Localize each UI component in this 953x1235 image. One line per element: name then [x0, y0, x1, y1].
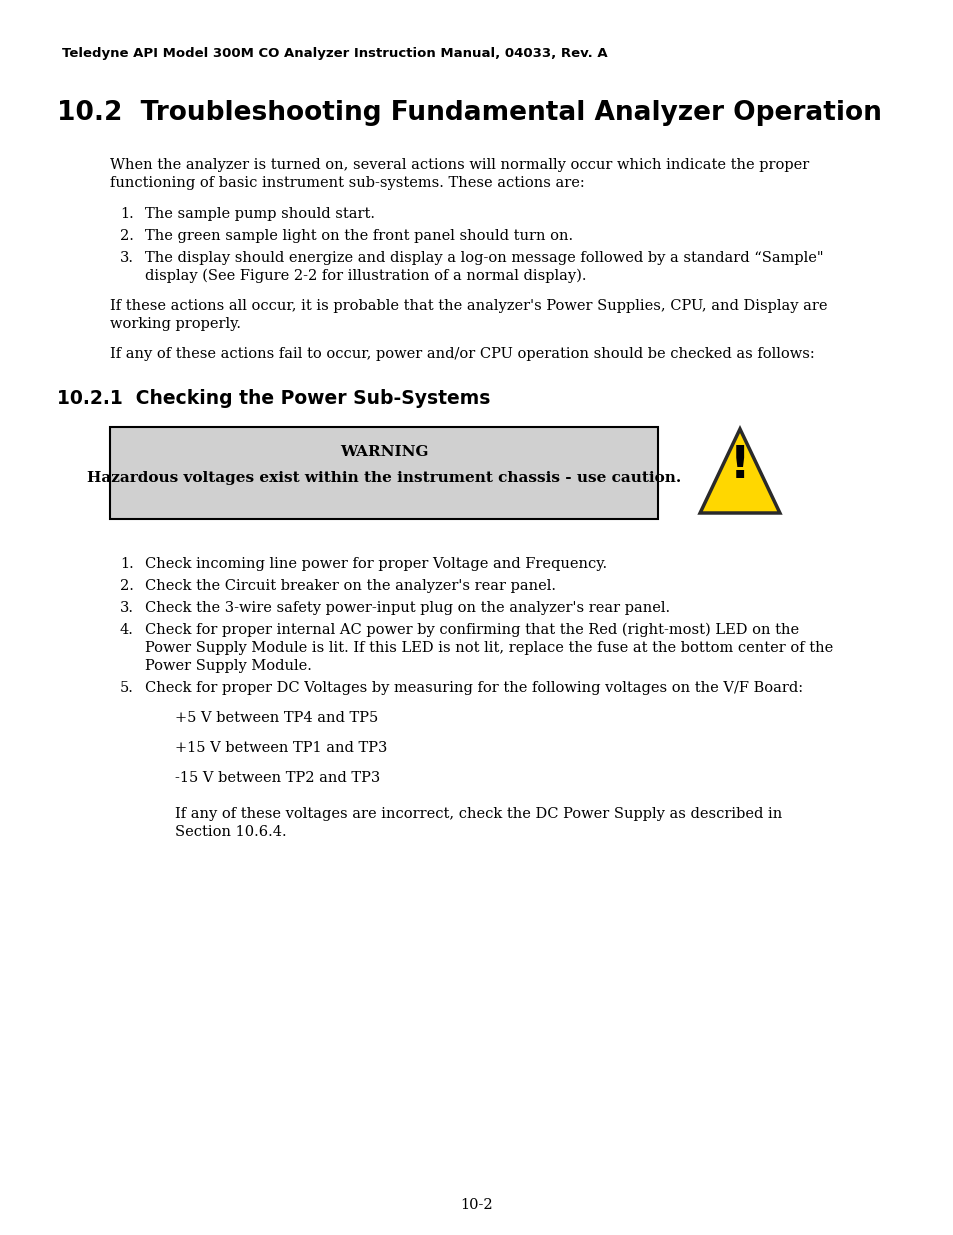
Text: WARNING: WARNING [339, 445, 428, 459]
Text: 2.: 2. [120, 228, 133, 243]
Text: functioning of basic instrument sub-systems. These actions are:: functioning of basic instrument sub-syst… [110, 177, 584, 190]
Text: 1.: 1. [120, 557, 133, 571]
Text: 3.: 3. [120, 601, 133, 615]
Text: 10.2.1  Checking the Power Sub-Systems: 10.2.1 Checking the Power Sub-Systems [57, 389, 490, 408]
Polygon shape [700, 429, 780, 513]
Text: If any of these voltages are incorrect, check the DC Power Supply as described i: If any of these voltages are incorrect, … [174, 806, 781, 821]
Text: 1.: 1. [120, 207, 133, 221]
Text: When the analyzer is turned on, several actions will normally occur which indica: When the analyzer is turned on, several … [110, 158, 808, 172]
Text: 10.2  Troubleshooting Fundamental Analyzer Operation: 10.2 Troubleshooting Fundamental Analyze… [57, 100, 881, 126]
Text: The display should energize and display a log-on message followed by a standard : The display should energize and display … [145, 251, 822, 266]
Text: Hazardous voltages exist within the instrument chassis - use caution.: Hazardous voltages exist within the inst… [87, 471, 680, 485]
Text: Check for proper DC Voltages by measuring for the following voltages on the V/F : Check for proper DC Voltages by measurin… [145, 680, 802, 695]
Text: 3.: 3. [120, 251, 133, 266]
Text: Section 10.6.4.: Section 10.6.4. [174, 825, 286, 839]
Text: 2.: 2. [120, 579, 133, 593]
Text: Teledyne API Model 300M CO Analyzer Instruction Manual, 04033, Rev. A: Teledyne API Model 300M CO Analyzer Inst… [62, 47, 607, 61]
Text: Power Supply Module.: Power Supply Module. [145, 659, 312, 673]
Text: !: ! [729, 445, 749, 487]
Text: 10-2: 10-2 [460, 1198, 493, 1212]
Text: +5 V between TP4 and TP5: +5 V between TP4 and TP5 [174, 711, 377, 725]
Text: Check for proper internal AC power by confirming that the Red (right-most) LED o: Check for proper internal AC power by co… [145, 622, 799, 637]
Text: 4.: 4. [120, 622, 133, 637]
Text: display (See Figure 2-2 for illustration of a normal display).: display (See Figure 2-2 for illustration… [145, 269, 586, 283]
Text: If these actions all occur, it is probable that the analyzer's Power Supplies, C: If these actions all occur, it is probab… [110, 299, 826, 312]
Text: The green sample light on the front panel should turn on.: The green sample light on the front pane… [145, 228, 573, 243]
Text: Check the Circuit breaker on the analyzer's rear panel.: Check the Circuit breaker on the analyze… [145, 579, 556, 593]
FancyBboxPatch shape [110, 427, 658, 519]
Text: Check incoming line power for proper Voltage and Frequency.: Check incoming line power for proper Vol… [145, 557, 606, 571]
Text: Check the 3-wire safety power-input plug on the analyzer's rear panel.: Check the 3-wire safety power-input plug… [145, 601, 669, 615]
Text: The sample pump should start.: The sample pump should start. [145, 207, 375, 221]
Text: +15 V between TP1 and TP3: +15 V between TP1 and TP3 [174, 741, 387, 755]
Text: -15 V between TP2 and TP3: -15 V between TP2 and TP3 [174, 771, 380, 785]
Text: If any of these actions fail to occur, power and/or CPU operation should be chec: If any of these actions fail to occur, p… [110, 347, 814, 361]
Text: working properly.: working properly. [110, 317, 241, 331]
Text: Power Supply Module is lit. If this LED is not lit, replace the fuse at the bott: Power Supply Module is lit. If this LED … [145, 641, 832, 655]
Text: 5.: 5. [120, 680, 133, 695]
